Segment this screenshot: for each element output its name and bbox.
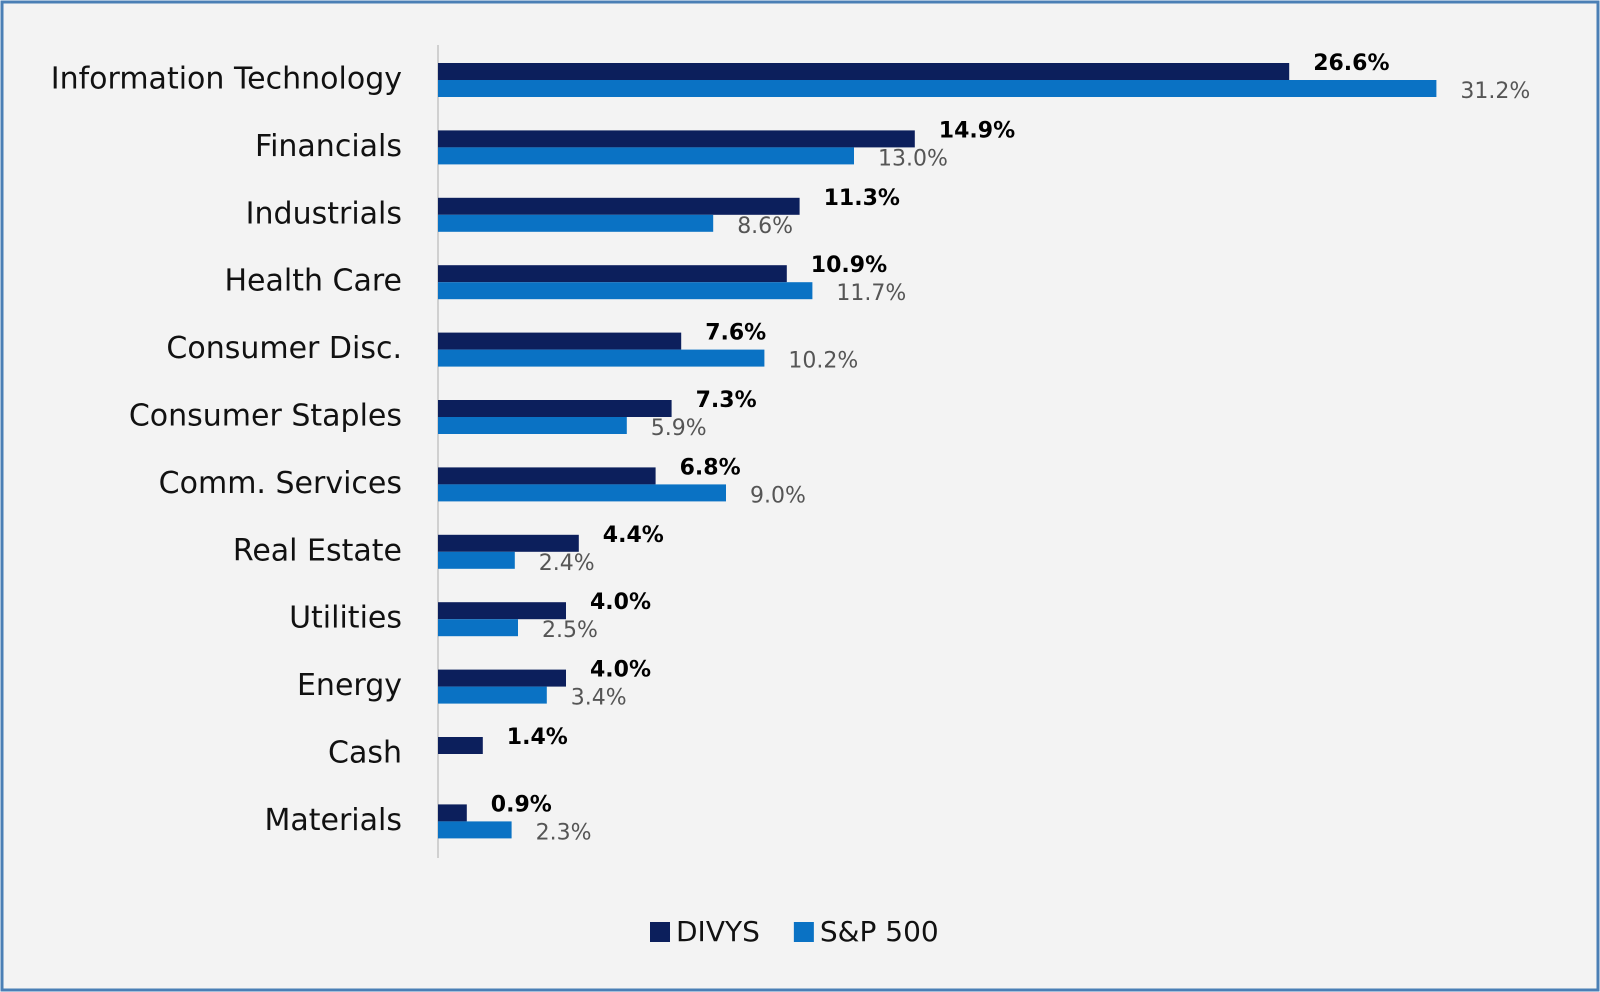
value-label: 2.5%: [542, 618, 598, 643]
value-label: 26.6%: [1313, 51, 1389, 76]
category-label: Energy: [297, 668, 402, 703]
bar: [438, 602, 566, 620]
category-label: Financials: [255, 129, 402, 164]
bar: [438, 400, 672, 417]
bar: [438, 669, 566, 687]
value-label: 4.0%: [590, 658, 651, 683]
bar: [438, 484, 726, 502]
value-label: 2.3%: [536, 820, 592, 845]
bar: [438, 214, 714, 232]
category-label: Materials: [264, 803, 402, 838]
value-label: 6.8%: [680, 455, 741, 480]
category-label: Consumer Disc.: [166, 331, 402, 366]
category-label: Health Care: [224, 264, 402, 299]
category-label: Consumer Staples: [129, 399, 402, 434]
category-label: Industrials: [246, 196, 402, 231]
bar: [438, 63, 1290, 80]
bar: [438, 349, 765, 367]
bar: [438, 821, 512, 839]
value-label: 0.9%: [491, 792, 552, 817]
bar: [438, 147, 854, 165]
value-label: 4.0%: [590, 590, 651, 615]
value-label: 2.4%: [539, 551, 595, 576]
value-label: 7.3%: [696, 388, 757, 413]
value-label: 10.9%: [811, 253, 887, 278]
bar: [438, 417, 627, 434]
category-label: Utilities: [289, 601, 402, 636]
bar: [438, 332, 682, 350]
bar: [438, 551, 515, 569]
value-label: 31.2%: [1460, 79, 1530, 104]
bar: [438, 80, 1437, 97]
value-label: 7.6%: [705, 321, 766, 346]
legend-label: S&P 500: [820, 915, 939, 948]
value-label: 10.2%: [788, 349, 858, 374]
bar: [438, 737, 483, 754]
bar: [438, 130, 915, 148]
category-label: Information Technology: [51, 62, 402, 97]
bar: [438, 197, 800, 215]
legend-swatch: [650, 922, 670, 942]
category-label: Cash: [328, 736, 402, 771]
bar: [438, 619, 518, 637]
value-label: 8.6%: [737, 214, 793, 239]
bar: [438, 686, 547, 704]
legend-label: DIVYS: [676, 915, 760, 948]
value-label: 9.0%: [750, 483, 806, 508]
category-label: Comm. Services: [159, 466, 402, 501]
bar: [438, 534, 579, 552]
bar: [438, 804, 467, 822]
value-label: 1.4%: [507, 725, 568, 750]
bar: [438, 282, 813, 300]
value-label: 11.3%: [824, 186, 900, 211]
value-label: 5.9%: [651, 416, 707, 441]
bar: [438, 467, 656, 485]
legend-swatch: [793, 922, 814, 942]
bar: [438, 265, 787, 283]
value-label: 13.0%: [878, 146, 948, 171]
value-label: 4.4%: [603, 523, 664, 548]
value-label: 3.4%: [571, 686, 627, 711]
value-label: 11.7%: [836, 281, 906, 306]
value-label: 14.9%: [939, 118, 1015, 143]
category-label: Real Estate: [233, 533, 402, 568]
